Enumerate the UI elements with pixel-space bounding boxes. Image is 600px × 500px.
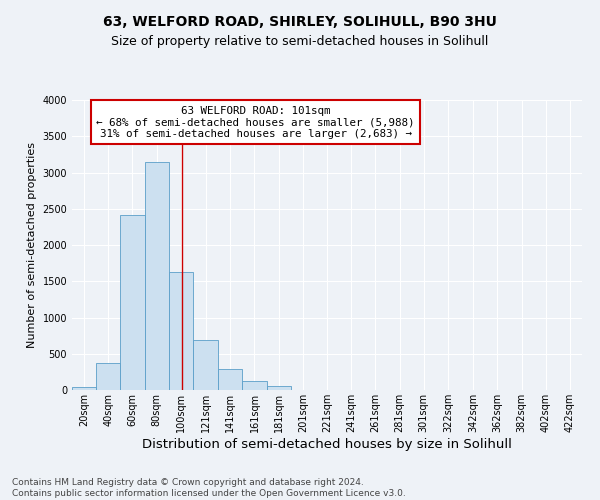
Text: Contains HM Land Registry data © Crown copyright and database right 2024.
Contai: Contains HM Land Registry data © Crown c… — [12, 478, 406, 498]
Text: 63, WELFORD ROAD, SHIRLEY, SOLIHULL, B90 3HU: 63, WELFORD ROAD, SHIRLEY, SOLIHULL, B90… — [103, 15, 497, 29]
Bar — [96, 363, 121, 390]
Bar — [242, 380, 266, 390]
Text: 63 WELFORD ROAD: 101sqm
← 68% of semi-detached houses are smaller (5,988)
31% of: 63 WELFORD ROAD: 101sqm ← 68% of semi-de… — [97, 106, 415, 139]
Bar — [121, 214, 145, 390]
Text: Size of property relative to semi-detached houses in Solihull: Size of property relative to semi-detach… — [112, 35, 488, 48]
Bar — [266, 386, 291, 390]
Bar — [193, 340, 218, 390]
Y-axis label: Number of semi-detached properties: Number of semi-detached properties — [27, 142, 37, 348]
Bar — [72, 387, 96, 390]
Bar — [169, 272, 193, 390]
Bar — [218, 368, 242, 390]
Bar — [145, 162, 169, 390]
X-axis label: Distribution of semi-detached houses by size in Solihull: Distribution of semi-detached houses by … — [142, 438, 512, 450]
